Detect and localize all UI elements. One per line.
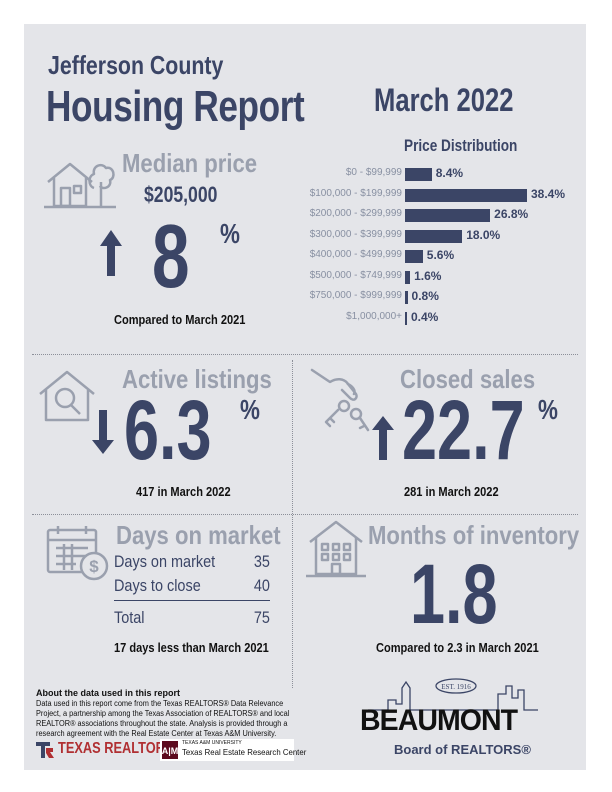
- dom-row-total: Total 75: [114, 608, 270, 628]
- price-bar-value: 1.6%: [414, 268, 442, 283]
- dom-row-days-on-market: Days on market 35: [114, 552, 270, 572]
- about-body: Data used in this report come from the T…: [36, 699, 290, 738]
- calendar-dollar-icon: $: [46, 526, 109, 581]
- price-bar: [405, 188, 527, 202]
- county-title: Jefferson County: [48, 50, 224, 80]
- price-bar-value: 5.6%: [426, 248, 455, 262]
- dom-row-value: 75: [253, 608, 270, 627]
- price-bar-row: $500,000 - $749,999 1.6%: [264, 269, 584, 285]
- svg-text:$: $: [89, 557, 99, 576]
- divider-horizontal-top: [32, 354, 578, 355]
- dom-row-label: Days on market: [114, 552, 216, 571]
- dom-row-value: 35: [253, 552, 270, 571]
- price-bar-value: 26.8%: [494, 207, 529, 221]
- months-inventory-value: 1.8: [410, 547, 498, 641]
- apartment-building-icon: [306, 520, 366, 578]
- beaumont-logo: BEAUMONT: [360, 704, 518, 737]
- median-price-value: $205,000: [144, 182, 218, 207]
- price-bar-row: $400,000 - $499,999 5.6%: [264, 248, 584, 264]
- days-on-market-caption: 17 days less than March 2021: [114, 640, 269, 655]
- arrow-down-icon: [92, 410, 114, 454]
- beaumont-est-label: EST. 1916: [441, 683, 471, 691]
- price-bar-value: 38.4%: [531, 186, 566, 201]
- beaumont-skyline-icon: EST. 1916: [368, 678, 538, 711]
- price-bar-label: $200,000 - $299,999: [309, 208, 402, 219]
- median-price-change: 8: [152, 207, 190, 307]
- price-bar-label: $1,000,000+: [346, 310, 402, 322]
- price-bar-row: $1,000,000+ 0.4%: [264, 310, 584, 326]
- tamu-logo-mark: A|M: [162, 741, 178, 759]
- median-price-percent: %: [220, 218, 240, 249]
- price-bar: [405, 168, 432, 181]
- arrow-up-icon-closed-sales: [372, 416, 394, 460]
- price-bar: [405, 311, 407, 325]
- report-title: Housing Report: [46, 82, 305, 131]
- house-search-icon: [39, 370, 95, 422]
- price-bar-label: $400,000 - $499,999: [309, 249, 402, 260]
- dom-row-label: Total: [114, 608, 145, 627]
- price-bar-label: $500,000 - $749,999: [309, 269, 402, 281]
- median-price-title: Median price: [122, 148, 258, 178]
- price-bar: [405, 250, 423, 263]
- house-tree-icon: [44, 162, 116, 209]
- svg-text:A|M: A|M: [162, 746, 178, 756]
- about-title: About the data used in this report: [36, 688, 181, 698]
- price-bar: [405, 209, 491, 222]
- hand-keys-icon: [310, 368, 370, 432]
- days-on-market-title: Days on market: [116, 520, 281, 550]
- price-bar-value: 0.4%: [411, 309, 439, 324]
- price-bar-row: $750,000 - $999,999 0.8%: [264, 289, 584, 305]
- months-inventory-caption: Compared to 2.3 in March 2021: [376, 640, 539, 655]
- price-bar-row: $100,000 - $199,999 38.4%: [264, 187, 584, 203]
- price-bar: [405, 229, 463, 243]
- beaumont-board-label: Board of REALTORS®: [394, 742, 531, 757]
- active-listings-change: 6.3: [124, 383, 212, 477]
- price-bar-row: $200,000 - $299,999 26.8%: [264, 207, 584, 223]
- report-page: Jefferson County Housing Report March 20…: [24, 24, 586, 770]
- active-listings-percent: %: [240, 394, 260, 425]
- texas-realtors-logo: TEXAS REALTORS: [58, 740, 174, 757]
- median-price-caption: Compared to March 2021: [114, 312, 246, 327]
- active-listings-caption: 417 in March 2022: [136, 484, 231, 499]
- price-bar-row: $300,000 - $399,999 18.0%: [264, 228, 584, 244]
- closed-sales-title: Closed sales: [400, 364, 536, 394]
- price-bar-label: $300,000 - $399,999: [309, 228, 402, 240]
- price-bar-value: 0.8%: [411, 289, 439, 303]
- price-bar-row: $0 - $99,999 8.4%: [264, 166, 584, 182]
- price-bar-label: $100,000 - $199,999: [309, 187, 402, 199]
- texas-realtors-logo-mark: [36, 742, 54, 758]
- months-inventory-title: Months of inventory: [368, 520, 580, 550]
- report-month: March 2022: [374, 82, 514, 118]
- closed-sales-caption: 281 in March 2022: [404, 484, 499, 499]
- price-bar-value: 8.4%: [435, 166, 464, 180]
- active-listings-title: Active listings: [122, 364, 272, 394]
- tamu-center-label: Texas Real Estate Research Center: [182, 747, 307, 757]
- tamu-logo-box: A|M TEXAS A&M UNIVERSITY Texas Real Esta…: [160, 739, 306, 761]
- price-bar-label: $750,000 - $999,999: [309, 290, 402, 301]
- price-bar: [405, 291, 408, 304]
- closed-sales-percent: %: [538, 394, 558, 425]
- arrow-up-icon: [100, 230, 122, 276]
- price-bar-label: $0 - $99,999: [345, 167, 402, 178]
- tamu-university-label: TEXAS A&M UNIVERSITY: [182, 740, 242, 746]
- dom-row-days-to-close: Days to close 40: [114, 576, 270, 596]
- dom-row-value: 40: [253, 576, 270, 595]
- price-bar-value: 18.0%: [466, 227, 501, 242]
- price-bar: [405, 270, 411, 284]
- divider-horizontal-middle: [32, 514, 578, 515]
- closed-sales-change: 22.7: [402, 383, 525, 477]
- divider-vertical: [292, 360, 293, 688]
- dom-row-label: Days to close: [114, 576, 201, 595]
- price-distribution-title: Price Distribution: [404, 136, 518, 155]
- dom-total-rule: [114, 600, 270, 601]
